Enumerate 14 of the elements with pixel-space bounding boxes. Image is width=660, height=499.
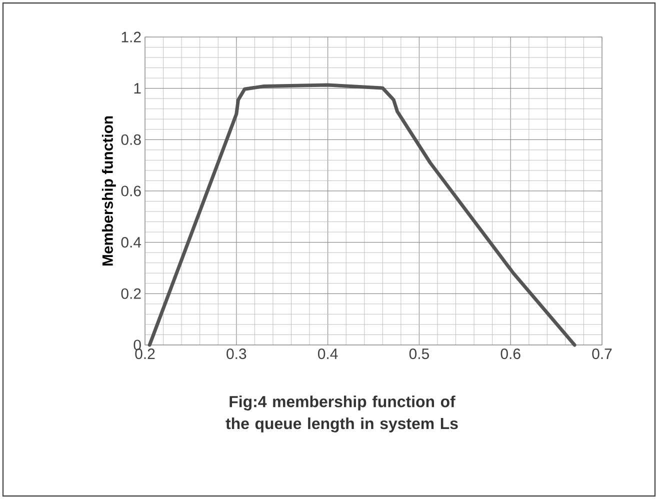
y-tick-label: 0.8	[121, 134, 141, 145]
x-tick-label: 0.7	[592, 348, 612, 360]
y-tick-label: 1	[134, 83, 141, 94]
y-tick-label: 1.2	[122, 32, 141, 42]
x-tick-label: 0.6	[500, 348, 520, 360]
y-axis-title: Membership function	[102, 116, 116, 266]
text: Fig:4 membership function of the queue length in system Ls	[226, 396, 458, 432]
x-tick-label: 0.4	[318, 348, 338, 360]
y-tick-label: 0.2	[121, 288, 141, 299]
y-tick-label: 0.6	[121, 186, 141, 196]
x-tick-label: 0.3	[226, 348, 246, 360]
line-series	[148, 83, 576, 347]
x-tick-label: 0.5	[409, 348, 429, 360]
y-tick-label: 0.4	[121, 237, 142, 248]
